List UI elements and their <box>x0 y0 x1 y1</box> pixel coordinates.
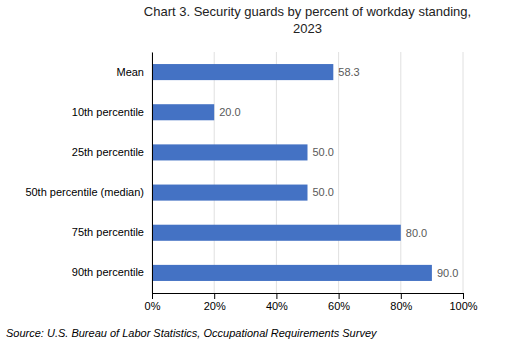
y-tick: 90th percentile <box>72 266 152 278</box>
x-axis-line <box>153 294 464 300</box>
x-tick: 0% <box>145 293 161 312</box>
grid-line <box>152 52 153 293</box>
bar <box>152 104 214 120</box>
chart: Chart 3. Security guards by percent of w… <box>0 0 505 345</box>
bar <box>152 265 432 281</box>
y-axis: Mean 10th percentile 25th percentile 50th p… <box>25 53 152 294</box>
bar <box>152 225 401 241</box>
x-tick-mark <box>152 293 153 299</box>
grid-line <box>400 52 401 293</box>
x-tick: 40% <box>266 293 288 312</box>
grid-line <box>214 52 215 293</box>
y-tick-label: 90th percentile <box>72 266 144 278</box>
grid-line <box>463 52 464 293</box>
grid-line <box>276 52 277 293</box>
x-axis: 0% 20% 40% 60% 80% 100% <box>145 293 478 312</box>
x-tick-mark <box>276 293 277 299</box>
y-tick: 25th percentile <box>72 146 152 158</box>
x-tick-label: 60% <box>328 300 350 312</box>
y-tick-label: 25th percentile <box>72 146 144 158</box>
x-tick: 100% <box>449 293 477 312</box>
data-label: 58.3 <box>338 66 359 78</box>
data-label: 50.0 <box>313 186 334 198</box>
data-label: 90.0 <box>437 267 458 279</box>
x-tick: 20% <box>204 293 226 312</box>
data-labels: 58.3 20.0 50.0 50.0 80.0 90.0 <box>219 66 458 279</box>
y-tick-label: 75th percentile <box>72 226 144 238</box>
x-tick-mark <box>401 293 402 299</box>
x-tick-mark <box>463 293 464 299</box>
x-tick-label: 20% <box>204 300 226 312</box>
data-label: 80.0 <box>406 227 427 239</box>
plot: 0% 20% 40% 60% 80% 100% Mean 10th percentile 25t… <box>25 52 477 312</box>
y-tick: 10th percentile <box>72 106 152 118</box>
x-tick: 80% <box>390 293 412 312</box>
x-tick-mark <box>214 293 215 299</box>
bars <box>152 64 432 281</box>
x-tick-label: 0% <box>145 300 161 312</box>
y-tick-label: 10th percentile <box>72 106 144 118</box>
y-axis-line <box>152 53 153 294</box>
y-tick-label: 50th percentile (median) <box>25 186 144 198</box>
grid <box>152 52 463 293</box>
y-tick-label: Mean <box>116 66 144 78</box>
x-tick: 60% <box>328 293 350 312</box>
y-tick: 75th percentile <box>72 226 152 238</box>
x-tick-label: 40% <box>266 300 288 312</box>
x-tick-mark <box>339 293 340 299</box>
x-tick-label: 100% <box>449 300 477 312</box>
bar <box>152 185 308 201</box>
title: Chart 3. Security guards by percent of w… <box>144 4 471 36</box>
bar <box>152 144 308 160</box>
bar <box>152 64 333 80</box>
source-note: Source: U.S. Bureau of Labor Statistics,… <box>6 327 378 339</box>
y-tick: 50th percentile (median) <box>25 186 152 198</box>
grid-line <box>338 52 339 293</box>
x-tick-label: 80% <box>390 300 412 312</box>
data-label: 20.0 <box>219 106 240 118</box>
y-tick: Mean <box>116 66 152 78</box>
data-label: 50.0 <box>313 146 334 158</box>
